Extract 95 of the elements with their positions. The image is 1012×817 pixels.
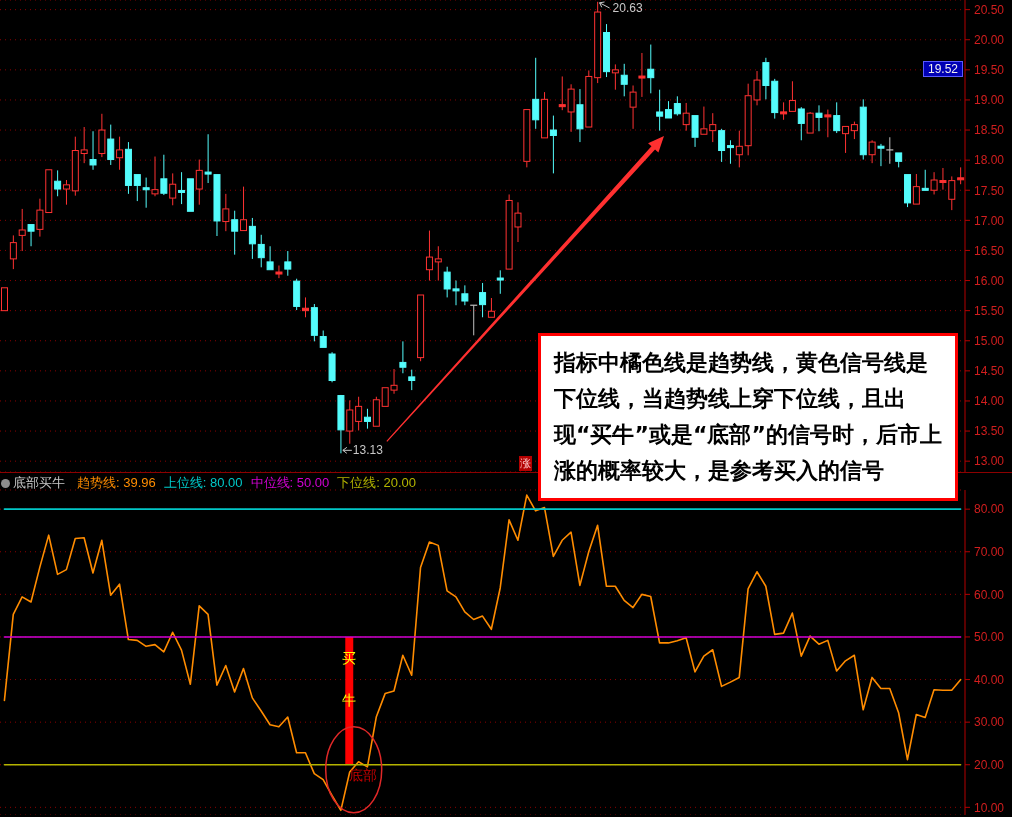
y-tick-label: 40.00 xyxy=(974,672,1005,687)
candlestick xyxy=(691,115,699,148)
y-tick-label: 70.00 xyxy=(974,545,1005,560)
candlestick xyxy=(27,224,35,247)
y-tick-label: 60.00 xyxy=(974,587,1005,602)
candlestick xyxy=(833,101,841,134)
candlestick xyxy=(806,112,814,134)
candlestick xyxy=(638,52,646,98)
y-tick-label: 18.00 xyxy=(974,153,1005,168)
candlestick xyxy=(434,245,442,282)
candlestick xyxy=(133,174,141,202)
candlestick xyxy=(735,130,743,168)
text: 中位线: 50.00 xyxy=(250,475,330,490)
candlestick xyxy=(240,186,248,232)
annotation: 涨 xyxy=(519,456,532,471)
candlestick xyxy=(222,193,230,232)
y-tick-label: 19.00 xyxy=(974,93,1005,108)
candlestick xyxy=(885,136,894,165)
candlestick xyxy=(877,143,885,167)
y-tick-label: 15.50 xyxy=(974,303,1005,318)
chart-title: 底部买牛 xyxy=(13,474,65,492)
candlestick xyxy=(160,154,168,196)
candlestick xyxy=(178,171,186,205)
y-tick-label: 17.50 xyxy=(974,183,1005,198)
candlestick xyxy=(868,139,876,164)
candlestick xyxy=(541,91,549,139)
y-tick-label: 15.00 xyxy=(974,334,1005,349)
y-tick-label: 80.00 xyxy=(974,502,1005,517)
y-tick-label: 13.50 xyxy=(974,424,1005,439)
candlestick xyxy=(18,208,26,252)
candlestick xyxy=(603,23,611,78)
candlestick xyxy=(682,102,690,132)
candlestick xyxy=(116,136,124,171)
annotation: 19.52 xyxy=(923,60,963,77)
y-tick-label: 20.00 xyxy=(974,758,1005,772)
candlestick xyxy=(328,351,336,383)
candlestick xyxy=(151,156,159,197)
y-tick-label: 19.50 xyxy=(974,63,1005,78)
candlestick xyxy=(647,44,655,94)
y-tick-label: 18.50 xyxy=(974,123,1005,138)
candlestick xyxy=(487,297,495,318)
candlestick xyxy=(399,340,407,374)
candlestick xyxy=(576,88,584,143)
candlestick xyxy=(107,124,115,166)
candlestick xyxy=(912,173,920,205)
candlestick xyxy=(611,63,619,91)
y-tick-label: 14.50 xyxy=(974,364,1005,379)
y-tick-label: 50.00 xyxy=(974,630,1005,645)
candlestick xyxy=(266,245,274,271)
candlestick xyxy=(921,169,929,191)
annotation: 底部 xyxy=(348,766,377,783)
y-tick-label: 20.50 xyxy=(974,2,1005,17)
y-tick-label: 10.00 xyxy=(974,800,1005,815)
series-label: 上位线: 80.00 xyxy=(163,475,243,490)
text: 下位线: 20.00 xyxy=(337,475,417,490)
candlestick xyxy=(9,234,17,270)
line-series xyxy=(3,494,962,812)
candlestick xyxy=(346,399,354,445)
candlestick xyxy=(815,104,823,132)
y-tick-label: 16.00 xyxy=(974,273,1005,288)
candlestick xyxy=(549,115,557,174)
candlestick xyxy=(673,95,681,117)
y-tick-label: 13.00 xyxy=(974,454,1005,469)
candlestick xyxy=(656,89,664,132)
candlestick xyxy=(585,69,593,128)
candlestick xyxy=(479,282,487,318)
candlestick xyxy=(532,57,540,130)
candlestick xyxy=(788,80,796,112)
text: 趋势线: 39.96 xyxy=(77,475,156,490)
candlestick xyxy=(124,141,132,195)
y-tick-label: 20.00 xyxy=(974,32,1005,47)
candlestick xyxy=(425,230,433,282)
candlestick xyxy=(98,113,106,158)
y-tick-label: 17.00 xyxy=(974,213,1005,228)
candlestick xyxy=(71,136,79,197)
candlestick xyxy=(859,98,867,161)
candlestick xyxy=(275,265,283,279)
candlestick xyxy=(257,234,265,268)
annotation: 20.63 xyxy=(612,1,643,15)
annotation: 指标中橘色线是趋势线，黄色信号线是下位线，当趋势线上穿下位线，且出现“买牛”或是“底部”的信号时，后市上涨的概率较大，是参考买入的信号 xyxy=(538,333,958,501)
annotation: 13.13 xyxy=(352,443,384,458)
candlestick xyxy=(89,130,97,171)
candlestick xyxy=(664,100,672,119)
candlestick xyxy=(80,126,88,164)
candlestick xyxy=(363,408,371,430)
candlestick xyxy=(186,178,194,212)
y-tick-label: 14.00 xyxy=(974,394,1005,409)
candlestick xyxy=(629,84,637,130)
y-tick-label: 30.00 xyxy=(974,715,1005,730)
candlestick xyxy=(842,125,850,154)
candlestick xyxy=(248,217,256,260)
y-tick-label: 16.50 xyxy=(974,243,1005,258)
candlestick xyxy=(461,284,469,306)
candlestick xyxy=(620,63,628,97)
candlestick xyxy=(195,159,203,206)
